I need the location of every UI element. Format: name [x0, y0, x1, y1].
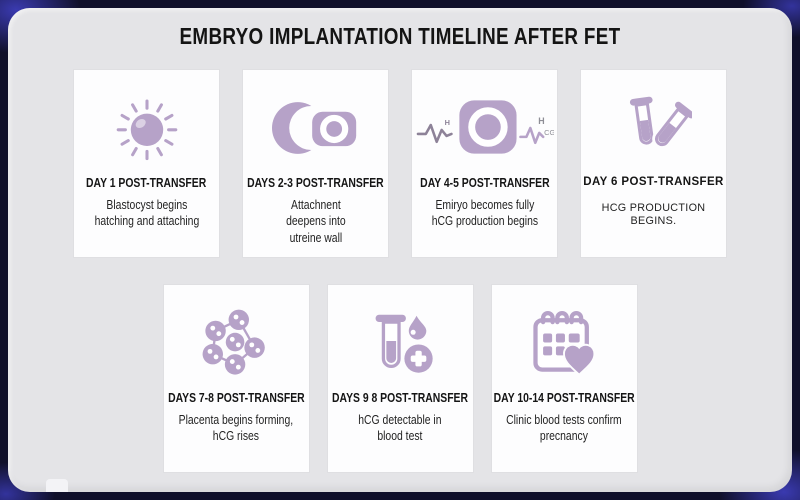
card-description: hCG detectable in blood test [358, 412, 442, 444]
card-title: DAYS 7-8 POST-TRANSFER [167, 390, 305, 406]
timeline-card-days-2-3: DAYS 2-3 POST-TRANSFER Attachnent deepen… [243, 70, 388, 258]
card-description: Attachnent deepens into utreine wall [285, 197, 346, 245]
card-title: DAYS 2-3 POST-TRANSFER [247, 175, 384, 191]
timeline-row-1: DAY 1 POST-TRANSFER Blastocyst begins ha… [8, 70, 792, 258]
timeline-card-days-9-8: DAYS 9 8 POST-TRANSFER hCG detectable in… [327, 285, 473, 473]
pulse-label-cg: CG [544, 128, 554, 137]
pulse-label-left: H [444, 118, 449, 127]
infographic-panel: EMBRYO IMPLANTATION TIMELINE AFTER FET [8, 8, 792, 492]
timeline-card-day-6: DAY 6 POST-TRANSFER HCG PRODUCTION BEGIN… [581, 70, 726, 258]
card-description: Clinic blood tests confirm precnancy [506, 412, 622, 444]
timeline-card-day-1: DAY 1 POST-TRANSFER Blastocyst begins ha… [74, 70, 219, 258]
timeline-card-days-7-8: DAYS 7-8 POST-TRANSFER Placenta begins f… [163, 285, 309, 473]
test-tubes-icon [581, 80, 726, 176]
timeline-card-day-4-5: H H CG DAY 4-5 POST-TRANSFER Emiryo beco… [412, 70, 557, 258]
timeline-row-2: DAYS 7-8 POST-TRANSFER Placenta begins f… [8, 285, 792, 473]
placenta-cells-icon [164, 295, 309, 391]
card-title: DAYS 9 8 POST-TRANSFER [332, 390, 469, 406]
card-title: DAY 10-14 POST-TRANSFER [493, 390, 635, 406]
bottom-left-tab [46, 479, 68, 492]
card-description: Placenta begins forming, hCG rises [178, 412, 294, 444]
calendar-heart-icon [492, 295, 637, 391]
card-description: HCG PRODUCTION BEGINS. [601, 201, 706, 228]
blood-test-icon [328, 295, 473, 391]
card-title: DAY 1 POST-TRANSFER [86, 175, 207, 191]
card-title: DAY 6 POST-TRANSFER [583, 176, 724, 189]
card-description: Emiryo becomes fully hCG production begi… [431, 197, 538, 229]
card-title: DAY 4-5 POST-TRANSFER [419, 175, 550, 191]
embryo-hcg-pulse-icon: H H CG [412, 80, 557, 176]
implantation-crescent-icon [243, 80, 388, 176]
card-description: Blastocyst begins hatching and attaching [94, 197, 199, 229]
pulse-label-h: H [538, 116, 544, 126]
timeline-card-day-10-14: DAY 10-14 POST-TRANSFER Clinic blood tes… [491, 285, 637, 473]
page-title: EMBRYO IMPLANTATION TIMELINE AFTER FET [179, 23, 621, 49]
sun-icon [74, 80, 219, 176]
